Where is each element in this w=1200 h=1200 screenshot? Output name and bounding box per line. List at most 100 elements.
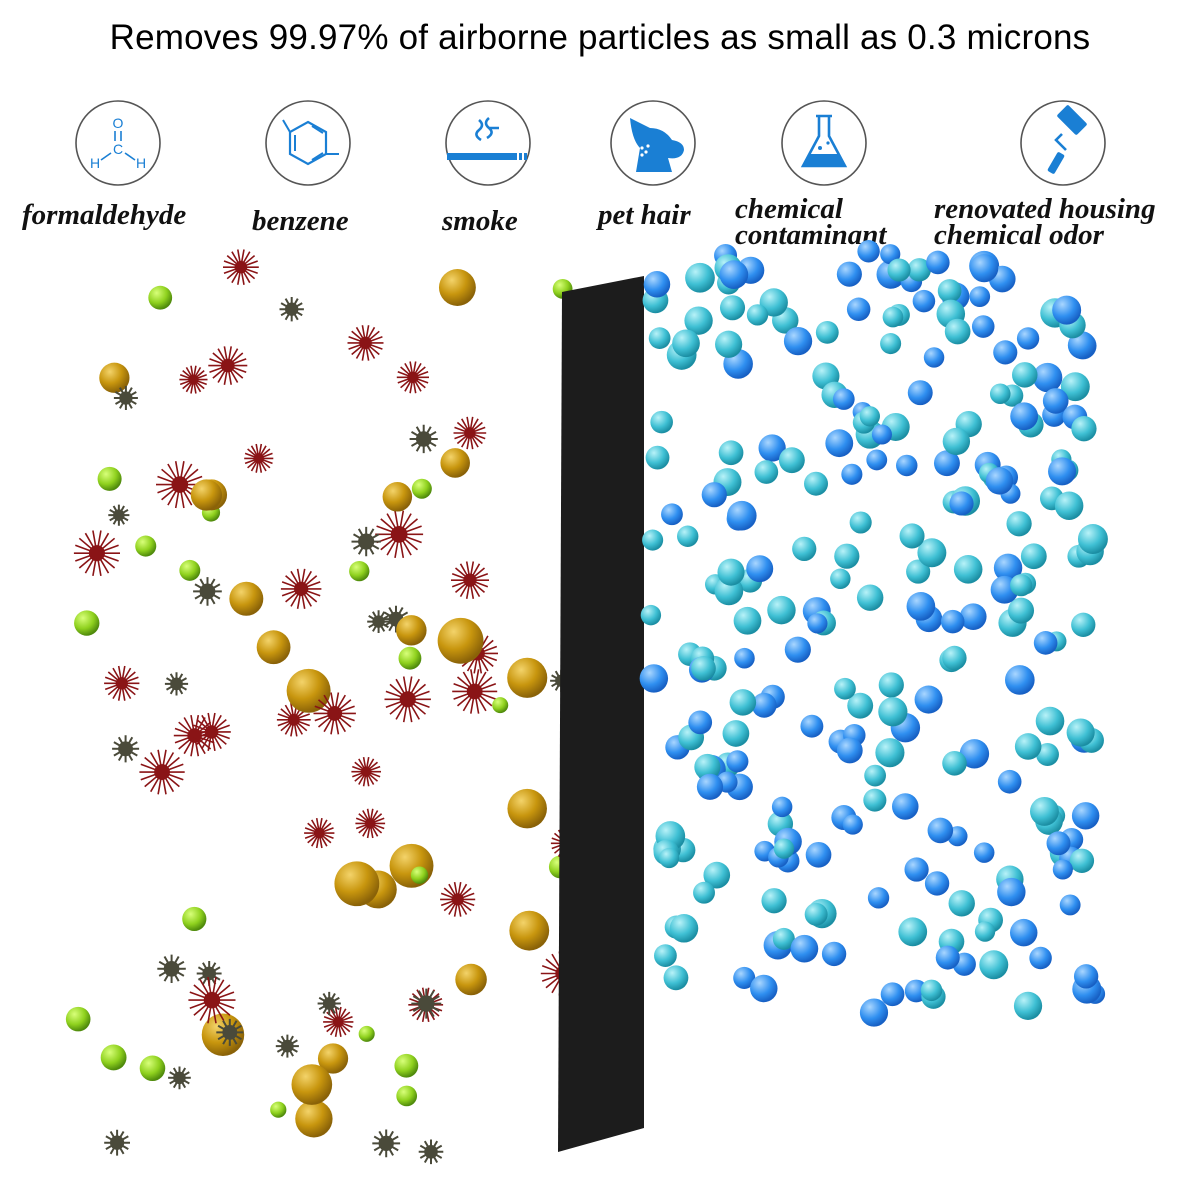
bacteria-particle bbox=[453, 416, 487, 450]
clean-air-particle bbox=[648, 327, 671, 350]
dust-particle bbox=[317, 1043, 349, 1074]
mold-particle bbox=[351, 526, 381, 557]
clean-air-particle bbox=[937, 279, 962, 303]
clean-air-particle bbox=[718, 440, 744, 466]
benzene-ring-icon bbox=[263, 98, 353, 188]
pollen-particle bbox=[135, 535, 157, 557]
pollen-particle bbox=[97, 466, 122, 491]
clean-air-particle bbox=[867, 887, 890, 909]
dust-particle bbox=[455, 963, 487, 996]
clean-air-particle bbox=[1008, 597, 1035, 624]
bacteria-particle bbox=[208, 346, 248, 385]
clean-air-particle bbox=[836, 737, 863, 764]
formaldehyde-c-glyph: C bbox=[113, 141, 123, 157]
clean-air-particle bbox=[856, 584, 884, 611]
dust-particle bbox=[190, 479, 223, 511]
clean-air-particle bbox=[767, 595, 796, 625]
clean-air-particle bbox=[691, 656, 716, 681]
dust-particle bbox=[437, 617, 484, 664]
clean-air-particle bbox=[734, 647, 755, 669]
clean-air-particle bbox=[917, 538, 947, 568]
clean-air-particle bbox=[1048, 457, 1077, 486]
clean-air-particle bbox=[1067, 331, 1096, 360]
clean-air-particle bbox=[677, 525, 699, 547]
clean-air-particle bbox=[959, 739, 990, 769]
pollen-particle bbox=[65, 1006, 91, 1032]
bacteria-particle bbox=[384, 676, 431, 723]
label-formaldehyde: formaldehyde bbox=[22, 199, 187, 231]
clean-air-particle bbox=[825, 429, 854, 458]
clean-air-particle bbox=[792, 536, 817, 561]
clean-air-particle bbox=[942, 427, 971, 456]
clean-air-particle bbox=[751, 692, 777, 718]
bacteria-particle bbox=[452, 669, 498, 714]
mold-particle bbox=[275, 1034, 299, 1058]
clean-air-particle bbox=[857, 240, 880, 263]
mold-particle bbox=[164, 672, 189, 696]
clean-air-particle bbox=[1035, 706, 1065, 736]
clean-air-particle bbox=[719, 260, 749, 289]
clean-air-particle bbox=[778, 447, 805, 474]
mold-particle bbox=[279, 296, 304, 322]
clean-air-particle bbox=[878, 672, 904, 698]
mold-particle bbox=[193, 577, 222, 606]
bacteria-particle bbox=[73, 530, 120, 577]
clean-air-particle bbox=[899, 523, 925, 549]
clean-air-particle bbox=[959, 603, 987, 630]
clean-air-particle bbox=[1014, 733, 1042, 760]
clean-air-particle bbox=[924, 871, 950, 896]
bacteria-particle bbox=[347, 325, 384, 361]
mold-particle bbox=[196, 960, 222, 986]
clean-air-particle bbox=[906, 559, 931, 584]
mold-particle bbox=[372, 1129, 401, 1158]
mold-particle bbox=[409, 424, 438, 454]
formaldehyde-molecule-icon: O C H H bbox=[73, 98, 163, 188]
clean-air-particle bbox=[942, 645, 967, 671]
pollen-particle bbox=[182, 906, 207, 932]
clean-air-particle bbox=[933, 450, 960, 477]
bacteria-particle bbox=[355, 808, 386, 839]
label-benzene: benzene bbox=[252, 205, 349, 237]
filter-illustration bbox=[65, 240, 1108, 1165]
dog-head-icon bbox=[608, 98, 698, 188]
clean-air-particle bbox=[973, 842, 995, 863]
clean-air-particle bbox=[1005, 665, 1035, 695]
clean-air-particle bbox=[746, 304, 769, 326]
pollen-particle bbox=[100, 1044, 127, 1071]
clean-air-particle bbox=[1071, 416, 1097, 442]
clean-air-particle bbox=[880, 333, 902, 355]
clean-air-particle bbox=[772, 927, 795, 950]
clean-air-particle bbox=[1029, 946, 1052, 970]
clean-air-particle bbox=[836, 261, 862, 287]
clean-air-particle bbox=[726, 750, 749, 773]
clean-air-particle bbox=[733, 606, 762, 635]
clean-air-particle bbox=[898, 917, 928, 947]
clean-air-particle bbox=[993, 553, 1023, 583]
dust-particle bbox=[382, 482, 413, 512]
clean-air-particle bbox=[650, 410, 673, 434]
clean-air-particle bbox=[871, 424, 892, 445]
formaldehyde-o-glyph: O bbox=[113, 115, 124, 131]
clean-air-particle bbox=[830, 568, 851, 590]
clean-air-particle bbox=[912, 289, 936, 313]
bacteria-particle bbox=[396, 361, 429, 394]
clean-air-particle bbox=[1042, 388, 1069, 414]
clean-air-particle bbox=[1010, 402, 1039, 431]
dust-particle bbox=[440, 448, 470, 478]
dust-particle bbox=[229, 581, 264, 616]
clean-air-particle bbox=[1060, 372, 1090, 402]
clean-air-particle bbox=[942, 750, 967, 776]
clean-air-particle bbox=[834, 677, 856, 700]
clean-air-particle bbox=[923, 347, 945, 368]
label-chemical-contaminant-line1: chemical bbox=[735, 193, 843, 225]
label-pet-hair: pet hair bbox=[598, 199, 691, 231]
dust-particle bbox=[286, 668, 331, 713]
clean-air-particle bbox=[761, 888, 787, 914]
clean-air-particle bbox=[715, 330, 743, 358]
clean-air-particle bbox=[804, 471, 829, 496]
clean-air-particle bbox=[654, 944, 677, 967]
clean-air-particle bbox=[693, 881, 715, 904]
mold-particle bbox=[108, 504, 130, 526]
pollen-particle bbox=[270, 1101, 287, 1118]
pollen-particle bbox=[148, 285, 173, 310]
